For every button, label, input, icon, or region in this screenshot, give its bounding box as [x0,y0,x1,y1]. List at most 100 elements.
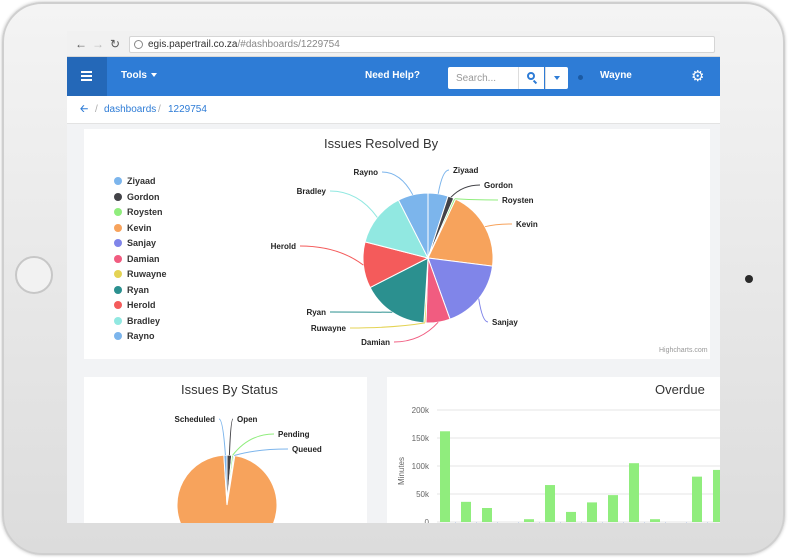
legend-item-kevin[interactable]: Kevin [114,222,152,234]
pie-connector-gordon [450,184,481,198]
overdue-bar[interactable] [692,476,702,522]
search-icon [527,72,535,80]
by-status-panel: Issues By Status Open Pending Queued Schedu… [84,377,367,523]
legend-item-rayno[interactable]: Rayno [114,330,155,342]
legend-swatch [114,270,122,278]
overdue-bar[interactable] [587,502,597,522]
search-dropdown-button[interactable] [545,67,568,89]
pie-connector-kevin [484,223,513,228]
tools-label: Tools [121,70,147,81]
browser-toolbar: ← → ↻ egis.papertrail.co.za/#dashboards/… [67,31,720,57]
y-tick-label: 150k [412,434,430,443]
y-tick-label: 100k [412,462,430,471]
status-indicator [578,75,583,80]
legend-label: Damian [127,253,160,264]
legend-item-bradley[interactable]: Bradley [114,315,160,327]
tablet-home-button[interactable] [15,256,53,294]
pie-connector-pending [232,433,275,456]
overdue-bar[interactable] [650,519,660,522]
pie-connector-herold [299,245,364,266]
search-button[interactable] [518,67,544,89]
pie-connector-roysten [454,198,499,201]
pie-connector-queued [234,448,289,456]
arrow-left-icon[interactable]: 🡠 [80,104,89,115]
legend-item-gordon[interactable]: Gordon [114,191,160,203]
pie-connector-sanjay [478,298,489,323]
breadcrumb: 🡠 / dashboards / 1229754 [67,96,720,124]
overdue-bar[interactable] [482,508,492,522]
address-bar[interactable]: egis.papertrail.co.za/#dashboards/122975… [129,36,715,53]
overdue-bar[interactable] [713,469,720,522]
legend-item-sanjay[interactable]: Sanjay [114,237,156,249]
legend-item-ziyaad[interactable]: Ziyaad [114,175,156,187]
pie-label-pending: Pending [278,430,310,439]
legend-label: Gordon [127,191,160,202]
breadcrumb-dashboard-id[interactable]: 1229754 [168,104,207,115]
search-input[interactable] [448,67,518,89]
pie-slice-completed[interactable] [176,454,278,523]
legend-swatch [114,223,122,232]
breadcrumb-dashboards[interactable]: dashboards [104,104,157,115]
pie-label-roysten: Roysten [502,196,534,205]
by-status-title: Issues By Status [181,382,278,397]
pie-label-open: Open [237,415,258,424]
pie-slice-sanjay[interactable] [427,257,494,320]
pie-slice-kevin[interactable] [427,198,494,267]
overdue-bar[interactable] [545,485,555,522]
legend-label: Rayno [127,331,155,341]
browser-reload-icon[interactable]: ↻ [110,37,121,51]
overdue-panel: Overdue 0 50k 100k 150k 200k Minutes [387,377,720,523]
legend-item-ruwayne[interactable]: Ruwayne [114,268,167,280]
pie-slice-ryan[interactable] [369,257,429,324]
overdue-bar[interactable] [440,431,450,522]
pie-label-queued: Queued [292,445,322,454]
pie-label-rayno: Rayno [354,168,379,177]
breadcrumb-separator: / [158,104,161,115]
y-axis-label: Minutes [397,457,406,485]
pie-slice-scheduled[interactable] [223,454,228,506]
legend-item-roysten[interactable]: Roysten [114,206,163,218]
highcharts-credit[interactable]: Highcharts.com [659,347,708,354]
legend-item-ryan[interactable]: Ryan [114,284,149,296]
user-name[interactable]: Wayne [600,70,632,81]
legend-label: Roysten [127,207,163,217]
overdue-bar[interactable] [524,519,534,522]
menu-button[interactable] [67,57,107,96]
legend-swatch [114,332,122,340]
search-icon-handle [532,79,538,85]
pie-connector-bradley [329,190,378,218]
overdue-bar[interactable] [461,501,471,522]
tools-menu[interactable]: Tools [121,70,157,81]
pie-connector-damian [393,321,439,343]
overdue-bar[interactable] [566,511,576,522]
help-link[interactable]: Need Help? [365,70,421,81]
info-icon [134,40,143,49]
by-status-pie: Open Pending Queued Scheduled [175,415,322,523]
pie-connector-ziyaad [437,169,450,194]
legend-item-herold[interactable]: Herold [114,299,156,311]
browser-forward-icon[interactable]: → [92,37,104,51]
legend-label: Bradley [127,315,161,326]
legend-swatch [114,192,122,201]
y-tick-label: 200k [412,406,430,415]
browser-back-icon[interactable]: ← [75,37,87,51]
legend-swatch [114,177,122,185]
gear-icon[interactable]: ⚙ [691,68,705,85]
overdue-bar-chart: 0 50k 100k 150k 200k Minutes [397,406,720,523]
overdue-bar[interactable] [629,463,639,522]
legend-label: Kevin [127,222,152,233]
legend-swatch [114,208,122,216]
chevron-down-icon [554,76,560,80]
overdue-bar[interactable] [608,495,618,522]
url-host: egis.papertrail.co.za [148,39,238,50]
legend-label: Herold [127,300,156,310]
legend-item-damian[interactable]: Damian [114,253,160,265]
pie-label-scheduled: Scheduled [175,415,216,424]
tablet-sensor-dot [745,275,753,283]
screen: ← → ↻ egis.papertrail.co.za/#dashboards/… [67,31,720,523]
pie-slice-bradley[interactable] [364,199,429,259]
legend-label: Ziyaad [127,176,156,186]
pie-slice-rayno[interactable] [397,192,429,259]
resolved-by-panel: Issues Resolved By Ziyaad Gordon Roysten Ke… [84,129,710,359]
hamburger-icon-bar [81,79,92,81]
